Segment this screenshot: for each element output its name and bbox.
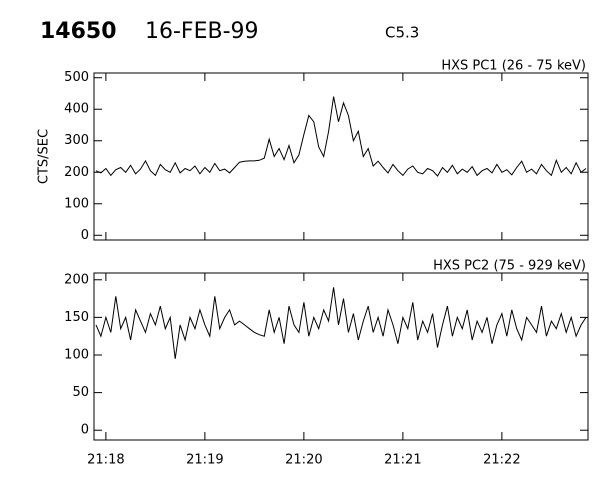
data-line [95,96,587,177]
y-tick-label: 0 [81,423,89,438]
panel-title: HXS PC2 (75 - 929 keV) [433,259,586,274]
panel-title: HXS PC1 (26 - 75 keV) [441,59,586,74]
x-tick-label: 21:22 [483,453,520,468]
y-tick-label: 50 [72,385,89,400]
y-tick-label: 400 [64,102,89,117]
panel-frame [93,72,589,241]
y-tick-label: 300 [64,133,89,148]
x-tick-label: 21:21 [384,453,421,468]
y-tick-label: 500 [64,70,89,85]
flare-class: C5.3 [385,24,419,42]
y-axis-label: CTS/SEC [37,129,52,184]
panel-frame [93,272,589,441]
y-tick-label: 150 [64,310,89,325]
data-line [95,287,587,359]
event-date: 16-FEB-99 [145,19,259,44]
x-tick-label: 21:18 [87,453,124,468]
y-tick-label: 0 [81,228,89,243]
event-id: 14650 [40,19,117,44]
y-tick-label: 100 [64,347,89,362]
x-tick-label: 21:19 [186,453,223,468]
y-tick-label: 100 [64,196,89,211]
y-tick-label: 200 [64,165,89,180]
y-tick-label: 200 [64,272,89,287]
x-tick-label: 21:20 [285,453,322,468]
